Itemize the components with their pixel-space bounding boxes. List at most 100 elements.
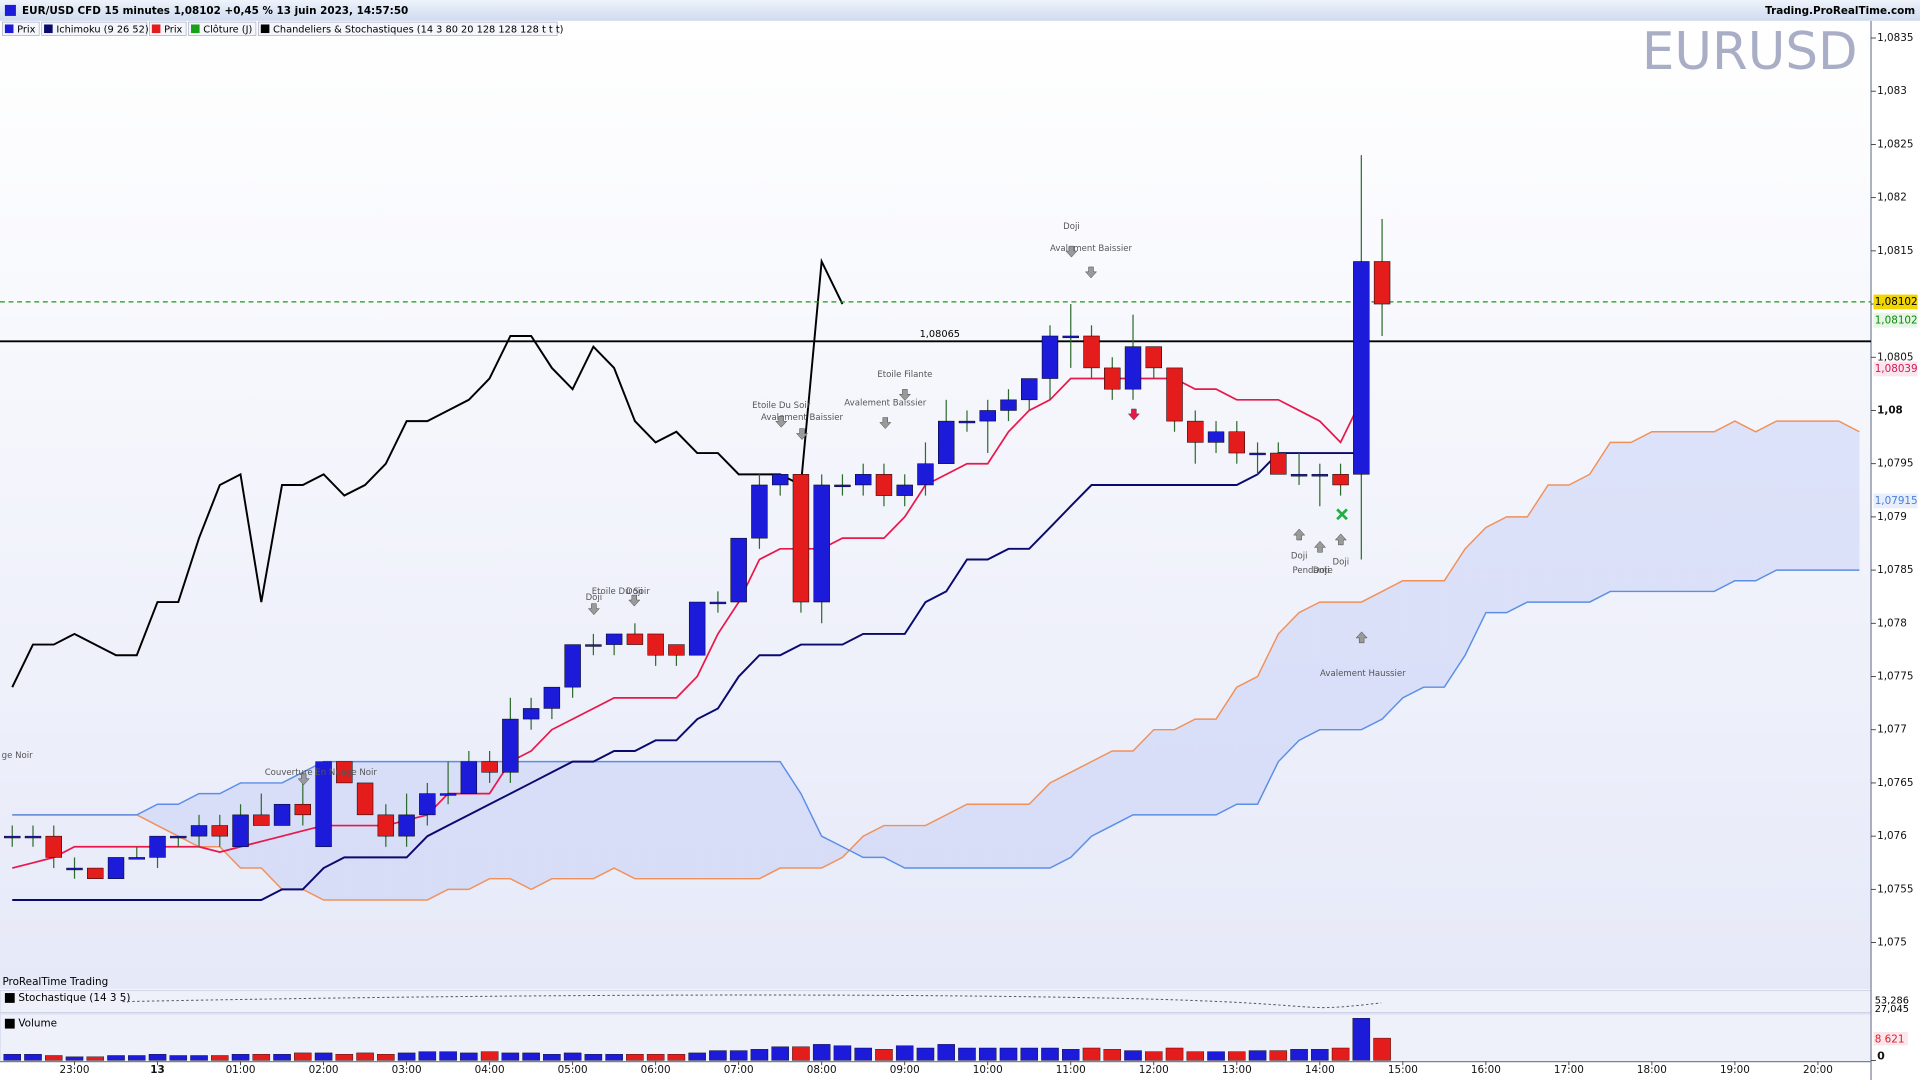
pattern-label: Doji: [586, 593, 603, 603]
header-source: Trading.ProRealTime.com: [1765, 5, 1915, 17]
ichimoku-cloud: [1610, 442, 1632, 592]
volume-bar: [65, 1056, 84, 1061]
pattern-arrow: [1065, 245, 1078, 258]
ichimoku-cloud: [510, 761, 532, 890]
volume-icon: [4, 1018, 15, 1029]
volume-bar: [605, 1054, 623, 1061]
volume-bar: [128, 1055, 146, 1061]
ichimoku-cloud: [282, 772, 303, 890]
volume-bar: [584, 1054, 603, 1061]
ichimoku-cloud: [593, 761, 615, 879]
candle-body: [481, 761, 498, 773]
candle-body: [605, 633, 623, 645]
volume-tag: [1873, 1031, 1908, 1046]
stochastic-icon: [4, 993, 15, 1003]
volume-bar: [480, 1051, 499, 1061]
ichimoku-cloud: [1734, 421, 1756, 581]
ichimoku-cloud: [1714, 421, 1735, 592]
pattern-label: Doji: [1313, 566, 1330, 576]
volume-bar: [1062, 1049, 1080, 1061]
candle-body: [1207, 431, 1225, 443]
candle-body: [855, 474, 872, 486]
candle-body: [751, 484, 768, 539]
pattern-label: Etoile Filante: [877, 370, 932, 380]
price-tag-label: 1,08102: [1875, 296, 1918, 308]
volume-bar: [439, 1051, 457, 1061]
candle-body: [1021, 378, 1038, 401]
pattern-arrow: [628, 594, 641, 607]
volume-bar: [1186, 1051, 1205, 1061]
ichimoku-cloud: [157, 804, 179, 837]
volume-bar: [937, 1044, 955, 1061]
pattern-label: Pendante: [1293, 566, 1333, 576]
ichimoku-cloud: [1631, 431, 1652, 592]
volume-bar: [1228, 1051, 1246, 1061]
candle-body: [771, 474, 789, 486]
header-title: EUR/USD CFD 15 minutes 1,08102 +0,45 % 1…: [22, 5, 408, 17]
x-tick-label: 18:00: [1637, 1064, 1667, 1076]
volume-bar: [895, 1045, 914, 1061]
x-tick-label: 04:00: [475, 1064, 505, 1076]
y-tick-label: 1,0835: [1877, 32, 1913, 44]
ichimoku-cloud: [1050, 772, 1071, 869]
candle-body: [170, 835, 187, 839]
ichimoku-cloud: [1589, 442, 1611, 603]
legend-label: Prix: [17, 24, 35, 35]
candle-body: [211, 825, 229, 837]
x-tick-label: 08:00: [807, 1064, 837, 1076]
volume-bar: [86, 1056, 105, 1061]
volume-bar: [169, 1055, 188, 1061]
pattern-arrow: [1334, 533, 1347, 546]
volume-bar: [1020, 1047, 1038, 1061]
y-tick-label: 1,0785: [1877, 564, 1913, 576]
ichimoku-cloud: [1216, 687, 1237, 815]
ichimoku-cloud: [676, 761, 698, 879]
ichimoku-cloud: [489, 761, 511, 879]
ichimoku-cloud: [780, 761, 801, 869]
header-bar: [0, 0, 1920, 21]
pattern-label: ge Noir: [2, 751, 33, 761]
stochastic-panel: [0, 990, 1872, 1013]
volume-bar: [294, 1052, 312, 1061]
ichimoku-cloud: [1527, 484, 1549, 603]
pattern-label: Avalement Baissier: [1050, 244, 1133, 254]
ichimoku-cloud: [1548, 484, 1569, 603]
y-tick-label: 1,082: [1877, 192, 1907, 204]
candle-body: [564, 644, 581, 688]
candle-body: [1166, 367, 1183, 422]
pattern-label: Avalement Baissier: [761, 413, 844, 423]
ichimoku-cloud: [966, 804, 988, 869]
candle-body: [1290, 474, 1308, 477]
volume-bar: [356, 1052, 374, 1061]
volume-bar: [231, 1054, 250, 1061]
ichimoku-cloud: [1153, 729, 1175, 815]
candle-body: [4, 835, 21, 839]
volume-bar: [1311, 1049, 1329, 1061]
candle-body: [273, 803, 291, 826]
candle-body: [668, 644, 685, 656]
y-tick-label: 1,0795: [1877, 458, 1913, 470]
pattern-arrow: [1313, 540, 1327, 553]
x-tick-label: 09:00: [890, 1064, 920, 1076]
legend-swatch: [260, 24, 270, 34]
ichimoku-cloud: [800, 793, 822, 869]
ichimoku-cloud: [614, 761, 635, 879]
candle-body: [626, 633, 644, 645]
pattern-label: Avalement Baissier: [844, 398, 927, 408]
candle-body: [792, 474, 810, 603]
candle-body: [377, 814, 395, 837]
candle-body: [522, 708, 540, 720]
legend-label: Ichimoku (9 26 52): [56, 24, 148, 35]
ichimoku-cloud: [759, 761, 781, 879]
pattern-label: Doji: [1063, 222, 1080, 232]
pattern-label: Avalement Haussier: [1320, 669, 1406, 679]
candle-body: [294, 803, 312, 816]
volume-bar: [211, 1055, 229, 1061]
candle-body: [917, 463, 934, 486]
ichimoku-cloud: [1797, 421, 1818, 571]
volume-bar: [1103, 1049, 1122, 1061]
volume-bar: [646, 1054, 665, 1061]
ichimoku-cloud: [1485, 516, 1507, 613]
ichimoku-cloud: [1817, 421, 1839, 571]
x-tick-label: 07:00: [724, 1064, 754, 1076]
